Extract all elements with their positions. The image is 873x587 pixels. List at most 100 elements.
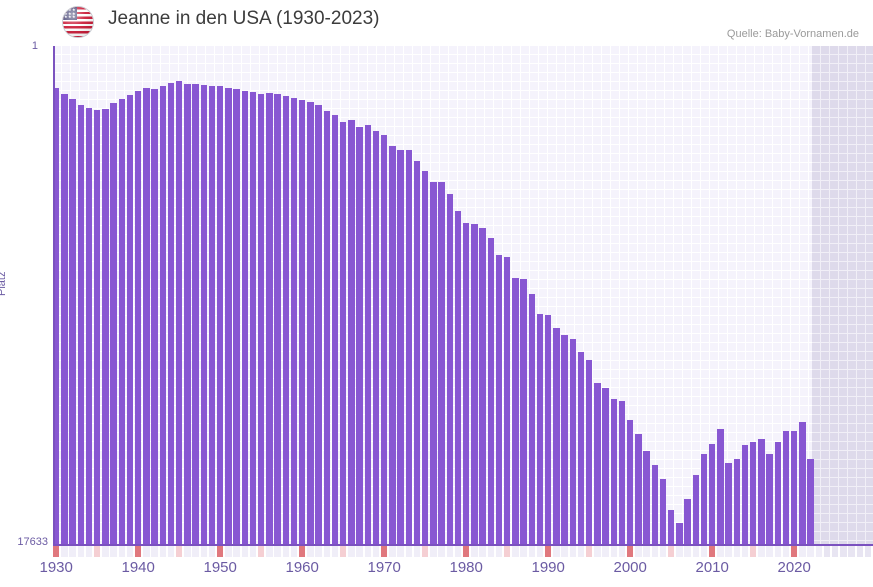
bar[interactable] [282,96,289,545]
bar[interactable] [610,399,617,545]
bar[interactable] [741,445,749,545]
bar[interactable] [766,453,773,545]
bar[interactable] [167,83,175,545]
bar[interactable] [643,450,650,545]
bar[interactable] [602,388,609,545]
bar[interactable] [143,87,150,545]
bar[interactable] [586,360,593,545]
bar[interactable] [446,194,453,545]
bar[interactable] [249,92,257,545]
bar[interactable] [668,510,675,545]
bar[interactable] [692,474,699,545]
bar[interactable] [676,522,683,545]
bar[interactable] [323,110,330,545]
bar[interactable] [807,459,814,545]
bar[interactable] [364,124,371,545]
bar[interactable] [200,85,207,545]
bar[interactable] [618,401,626,545]
bar[interactable] [77,104,84,545]
bar[interactable] [504,257,511,545]
bar[interactable] [684,498,691,545]
x-axis-tick [692,546,699,557]
bar[interactable] [340,122,347,545]
bar[interactable] [577,351,585,545]
bar[interactable] [569,338,576,545]
bar[interactable] [651,464,658,545]
bar[interactable] [791,430,798,545]
bar[interactable] [405,149,412,545]
bar[interactable] [709,443,716,545]
bar[interactable] [725,463,732,545]
bar[interactable] [290,97,298,545]
bar[interactable] [315,104,322,545]
bar[interactable] [799,422,806,545]
bar[interactable] [397,150,404,545]
bar[interactable] [241,91,248,545]
bar[interactable] [225,87,232,545]
x-axis-tick [528,546,535,557]
bar[interactable] [413,161,421,545]
bar[interactable] [61,94,68,545]
bar[interactable] [331,115,339,545]
bar[interactable] [356,127,363,545]
bar[interactable] [545,314,552,545]
bar[interactable] [422,170,429,545]
bar[interactable] [438,182,445,545]
bar[interactable] [536,313,544,545]
x-axis-tick [217,546,224,557]
bar[interactable] [372,131,380,545]
bar[interactable] [233,89,240,545]
bar[interactable] [512,278,519,545]
bar[interactable] [717,429,724,545]
bar[interactable] [266,93,273,545]
bar[interactable] [299,99,306,545]
bar[interactable] [159,86,166,545]
bar[interactable] [758,439,765,545]
bar[interactable] [561,334,568,545]
bar[interactable] [258,93,265,545]
x-axis-tick [356,546,363,557]
bar[interactable] [176,81,183,545]
bar[interactable] [463,223,470,545]
bar[interactable] [659,478,667,545]
bar[interactable] [782,430,790,545]
x-axis-tick [700,546,708,557]
bar[interactable] [389,146,396,545]
bar[interactable] [627,419,634,545]
bar[interactable] [487,237,494,545]
bar[interactable] [118,99,125,545]
bar[interactable] [454,210,462,545]
bar[interactable] [102,109,109,545]
bar[interactable] [750,442,757,545]
bar[interactable] [151,89,158,545]
bar[interactable] [520,279,527,545]
bar[interactable] [733,459,740,545]
bar[interactable] [430,181,437,545]
bar[interactable] [479,228,486,545]
bar[interactable] [126,94,134,545]
bar[interactable] [217,86,224,545]
bar[interactable] [774,442,781,545]
bar[interactable] [85,107,93,545]
bar[interactable] [192,83,199,545]
bar[interactable] [381,134,388,545]
bar[interactable] [69,99,76,545]
bar[interactable] [471,224,478,545]
bar[interactable] [635,433,642,545]
bar[interactable] [348,120,355,545]
bar[interactable] [274,94,281,545]
bar[interactable] [700,453,708,545]
bar[interactable] [53,88,60,545]
bar[interactable] [110,103,117,545]
bar[interactable] [594,382,601,545]
x-axis-tick [282,546,289,557]
bar[interactable] [553,328,560,545]
plot-future-shading [812,46,873,545]
bar[interactable] [135,91,142,545]
bar[interactable] [307,102,314,545]
bar[interactable] [495,255,503,545]
bar[interactable] [528,294,535,545]
bar[interactable] [184,83,191,545]
bar[interactable] [208,86,216,545]
bar[interactable] [94,109,101,545]
